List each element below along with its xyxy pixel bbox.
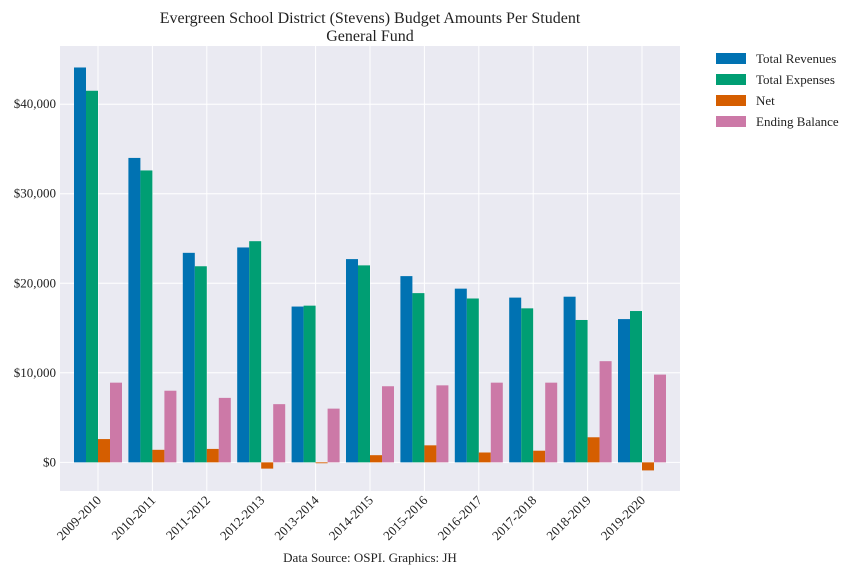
x-tick-label: 2012-2013 — [217, 493, 267, 543]
bar — [152, 449, 165, 463]
bar — [206, 448, 219, 463]
x-tick-label: 2019-2020 — [598, 493, 648, 543]
bar — [642, 462, 654, 471]
bar — [273, 404, 286, 463]
bar — [563, 296, 576, 463]
bar — [412, 293, 425, 463]
x-tick-label: 2013-2014 — [271, 492, 322, 543]
x-tick-label: 2016-2017 — [434, 492, 485, 543]
bar — [424, 445, 437, 463]
bar — [98, 439, 110, 463]
y-tick-label: $0 — [43, 454, 56, 469]
bar — [370, 455, 382, 463]
bar — [466, 298, 479, 463]
bar — [86, 90, 98, 463]
bar — [436, 385, 449, 463]
bar — [382, 386, 394, 463]
bar — [237, 247, 250, 463]
legend-label: Total Expenses — [756, 72, 835, 87]
y-tick-label: $20,000 — [14, 275, 56, 290]
y-tick-label: $40,000 — [14, 96, 56, 111]
bar — [261, 462, 274, 469]
chart-title: Evergreen School District (Stevens) Budg… — [160, 10, 581, 27]
bar — [630, 311, 642, 463]
bar — [110, 382, 122, 463]
bar — [521, 308, 534, 463]
bar — [454, 288, 467, 463]
x-tick-label: 2009-2010 — [54, 493, 104, 543]
bar — [194, 266, 207, 463]
bar — [618, 319, 630, 463]
y-tick-label: $30,000 — [14, 186, 56, 201]
bar — [509, 297, 522, 463]
bars — [74, 67, 666, 471]
bar — [303, 305, 316, 463]
legend: Total Revenues Total Expenses Net Ending Ba… — [716, 51, 839, 129]
legend-swatch — [716, 116, 746, 127]
source-note: Data Source: OSPI. Graphics: JH — [283, 550, 457, 565]
chart-subtitle: General Fund — [326, 28, 414, 45]
bar — [599, 361, 612, 463]
bar — [575, 319, 588, 463]
bar — [533, 450, 546, 463]
bar — [140, 170, 153, 463]
bar — [218, 397, 231, 463]
bar — [346, 259, 358, 463]
bar — [478, 452, 491, 463]
bar — [400, 276, 413, 463]
x-axis: 2009-2010 2010-2011 2011-2012 2012-2013 2013… — [54, 492, 648, 543]
y-tick-label: $10,000 — [14, 365, 56, 380]
bar — [249, 241, 262, 463]
bar — [587, 437, 600, 463]
bar — [327, 408, 340, 463]
x-tick-label: 2015-2016 — [380, 492, 431, 543]
legend-label: Ending Balance — [756, 114, 839, 129]
legend-swatch — [716, 74, 746, 85]
bar — [545, 382, 558, 463]
x-tick-label: 2011-2012 — [163, 493, 213, 543]
y-axis: $0 $10,000 $20,000 $30,000 $40,000 — [14, 96, 56, 469]
bar — [182, 252, 195, 463]
bar — [291, 306, 304, 463]
bar — [490, 382, 503, 463]
bar — [128, 157, 141, 463]
bar — [315, 462, 328, 464]
legend-swatch — [716, 53, 746, 64]
legend-label: Net — [756, 93, 775, 108]
bar — [164, 390, 177, 463]
x-tick-label: 2017-2018 — [489, 493, 539, 543]
x-tick-label: 2010-2011 — [108, 493, 158, 543]
bar — [358, 265, 370, 463]
bar — [74, 67, 86, 463]
x-tick-label: 2014-2015 — [326, 493, 376, 543]
legend-label: Total Revenues — [756, 51, 836, 66]
bar — [654, 374, 666, 463]
legend-swatch — [716, 95, 746, 106]
x-tick-label: 2018-2019 — [543, 493, 593, 543]
